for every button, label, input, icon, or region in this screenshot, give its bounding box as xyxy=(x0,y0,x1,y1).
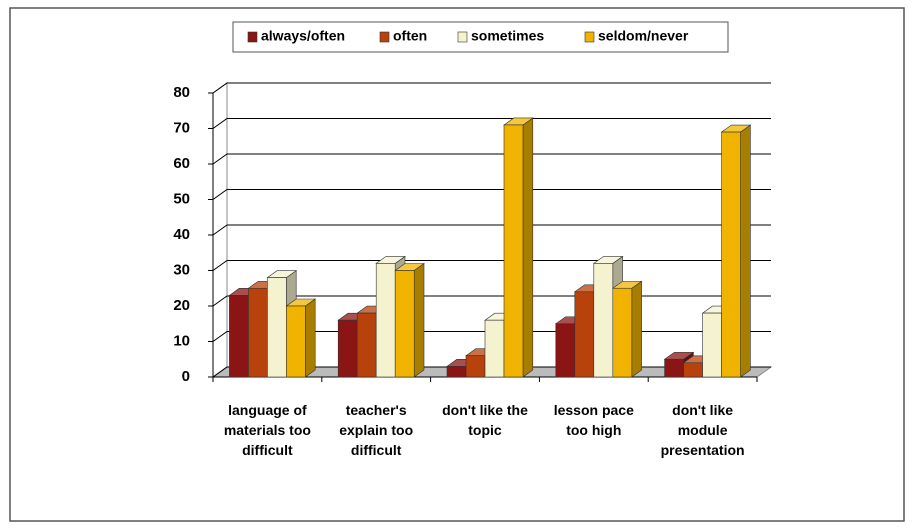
bar xyxy=(721,131,741,378)
bar-side xyxy=(740,124,751,378)
bar-side xyxy=(522,117,534,378)
bar xyxy=(248,287,268,378)
grid-line xyxy=(212,153,771,165)
bar xyxy=(664,358,684,378)
legend-label: seldom/never xyxy=(598,28,689,44)
legend-swatch xyxy=(584,31,595,43)
y-tick-label: 40 xyxy=(173,226,190,243)
legend-label: often xyxy=(393,28,427,44)
bar-side xyxy=(413,262,425,378)
grid-line xyxy=(212,82,771,94)
x-tick-label: teacher's explain too difficult xyxy=(339,402,414,458)
y-tick-label: 0 xyxy=(182,368,190,385)
legend-swatch xyxy=(247,31,258,43)
bar xyxy=(503,124,524,378)
y-tick-label: 80 xyxy=(173,84,190,101)
bar xyxy=(612,287,633,378)
x-tick-label: language of materials too difficult xyxy=(223,402,311,458)
bar xyxy=(593,263,614,378)
grid-line xyxy=(212,118,771,129)
y-tick-label: 60 xyxy=(173,155,190,172)
bar xyxy=(286,305,306,378)
x-tick-label: lesson pace too high xyxy=(553,402,634,438)
legend-box xyxy=(232,21,729,53)
legend-swatch xyxy=(457,31,468,43)
y-tick-label: 20 xyxy=(173,297,190,314)
y-tick-label: 30 xyxy=(173,261,190,278)
grid-line xyxy=(212,224,771,236)
bar xyxy=(229,295,249,378)
bar xyxy=(683,362,703,378)
grid-line xyxy=(212,260,771,271)
x-tick-label: don't like the topic xyxy=(442,402,528,438)
bar xyxy=(702,312,722,378)
bar xyxy=(484,319,505,378)
bar xyxy=(446,366,467,378)
grid-line xyxy=(212,189,771,200)
bar xyxy=(375,263,396,378)
legend-label: always/often xyxy=(261,28,345,44)
legend-swatch xyxy=(379,31,390,43)
x-tick-label: don't like module presentation xyxy=(660,402,745,458)
y-tick-label: 10 xyxy=(173,332,190,349)
bar xyxy=(394,270,415,378)
bar xyxy=(555,323,576,378)
bar-side xyxy=(305,298,316,378)
bar xyxy=(465,355,486,378)
bar xyxy=(337,319,358,378)
legend-label: sometimes xyxy=(471,28,544,44)
y-tick-label: 50 xyxy=(173,190,190,207)
bar xyxy=(267,277,287,378)
bar-side xyxy=(631,280,642,378)
bar xyxy=(574,291,595,378)
bar xyxy=(356,312,377,378)
chart-frame xyxy=(9,7,905,522)
y-tick-label: 70 xyxy=(173,119,190,136)
